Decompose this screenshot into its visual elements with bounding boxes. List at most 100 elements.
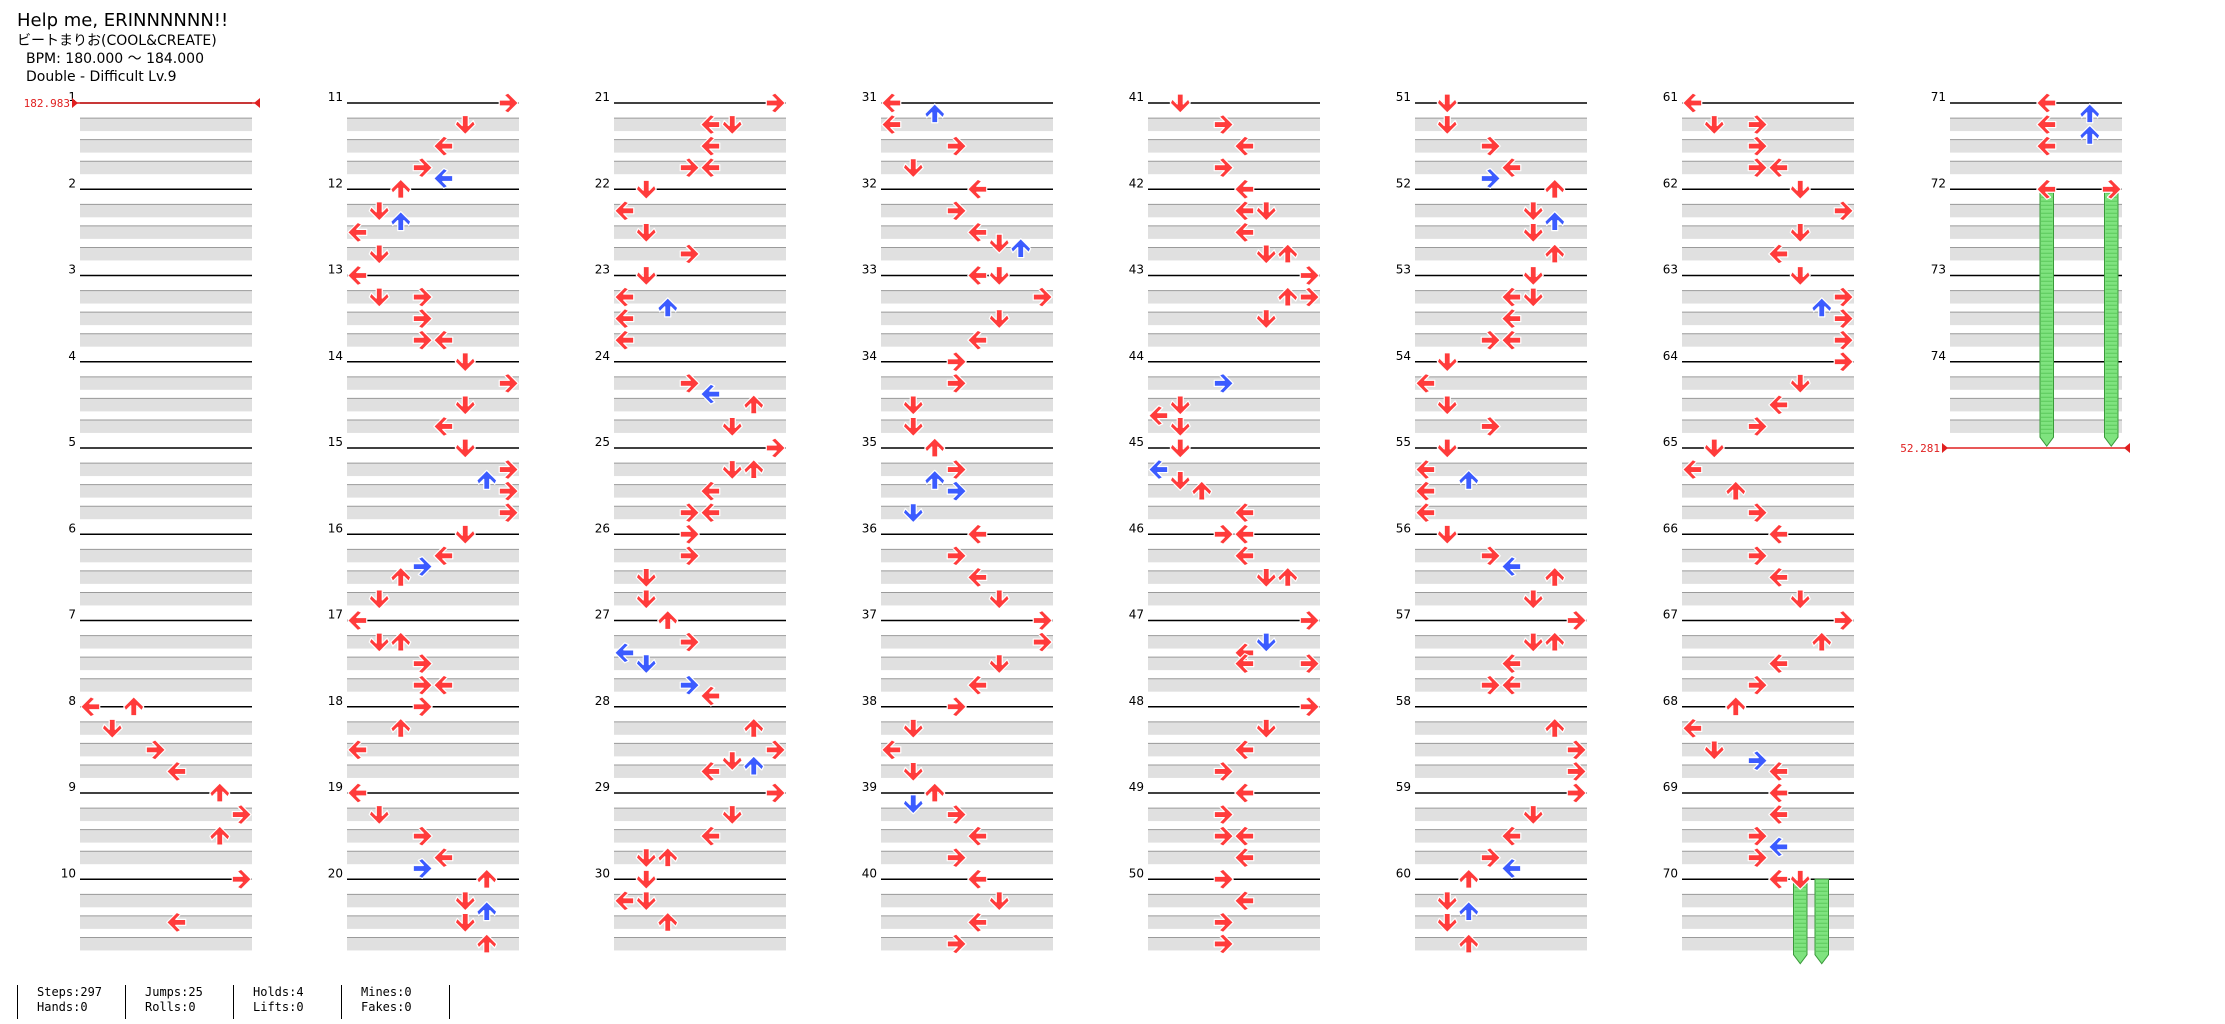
step-arrow [721, 459, 743, 481]
beat-band [1148, 764, 1320, 778]
beat-band [80, 398, 252, 412]
beat-band [1682, 118, 1854, 132]
step-arrow [1234, 825, 1255, 847]
measure-number: 63 [1663, 263, 1678, 277]
step-arrow [2036, 92, 2057, 114]
step-arrow [946, 372, 967, 394]
beat-band [1682, 743, 1854, 757]
beat-band [1682, 419, 1854, 433]
beat-band [1148, 463, 1320, 477]
measure-number: 18 [328, 694, 343, 708]
step-arrow [657, 297, 679, 318]
beat-band [80, 376, 252, 390]
step-arrow [1747, 825, 1768, 847]
beat-band [1415, 915, 1587, 929]
beat-band [1682, 139, 1854, 153]
beat-band [881, 333, 1053, 347]
beat-band [347, 743, 519, 757]
beat-band [614, 419, 786, 433]
step-arrow [1544, 243, 1566, 264]
beat-band [347, 657, 519, 671]
beat-band [881, 312, 1053, 326]
beat-band [1682, 937, 1854, 951]
measure-number: 52 [1396, 176, 1411, 190]
beat-band [347, 139, 519, 153]
step-arrow [368, 632, 390, 653]
step-arrow [614, 642, 635, 664]
step-arrow [368, 804, 390, 826]
beat-band [1682, 549, 1854, 563]
step-arrow [1213, 825, 1234, 847]
step-arrow [1522, 632, 1544, 653]
beat-band [347, 376, 519, 390]
bpm-marker: 182.983 [24, 97, 260, 110]
measure-number: 39 [862, 780, 877, 794]
step-arrow [967, 674, 988, 696]
beat-band [881, 161, 1053, 175]
beat-band [1148, 549, 1320, 563]
beat-band [1148, 808, 1320, 822]
step-arrow [347, 221, 368, 243]
step-arrow [498, 480, 519, 502]
step-arrow [635, 222, 657, 243]
beat-band [347, 915, 519, 929]
step-arrow [1789, 179, 1811, 200]
beat-band [347, 937, 519, 951]
step-arrow [412, 696, 433, 718]
step-arrow [1522, 201, 1544, 222]
step-arrow [924, 437, 946, 458]
measure-number: 51 [1396, 90, 1411, 104]
step-arrow [1169, 416, 1191, 438]
measure-number: 21 [595, 90, 610, 104]
measure-number: 22 [595, 176, 610, 190]
hold-note [2039, 188, 2054, 448]
bpm-marker-label: 52.281 [1900, 442, 1940, 455]
step-arrow [1436, 891, 1458, 912]
step-arrow [1169, 395, 1191, 416]
step-arrow [1299, 609, 1320, 632]
beat-band [1682, 829, 1854, 843]
step-arrow [1255, 632, 1277, 653]
measure-number: 32 [862, 176, 877, 190]
step-arrow [1234, 135, 1255, 157]
step-arrow [1703, 438, 1725, 459]
step-arrow [635, 891, 657, 912]
song-title: Help me, ERINNNNNN!! [17, 10, 229, 31]
beat-band [614, 657, 786, 671]
step-arrow [476, 469, 498, 490]
measure-number: 34 [862, 349, 877, 363]
measure-number: 54 [1396, 349, 1411, 363]
beat-band [1148, 894, 1320, 908]
step-arrow [1436, 114, 1458, 136]
step-arrow [1747, 135, 1768, 157]
beat-band [1682, 398, 1854, 412]
step-arrow [1169, 93, 1191, 114]
beat-band [614, 139, 786, 153]
step-arrow [1299, 264, 1320, 287]
step-arrow [1833, 609, 1854, 632]
beat-band [347, 463, 519, 477]
step-arrow [1213, 523, 1234, 545]
step-arrow [1566, 760, 1587, 783]
beat-band [1148, 118, 1320, 132]
stat-fakes: Fakes:0 [361, 1000, 412, 1014]
step-arrow [1522, 589, 1544, 610]
beat-band [881, 894, 1053, 908]
beat-band [1950, 225, 2122, 239]
beat-band [614, 635, 786, 649]
bpm-marker-label: 182.983 [24, 97, 70, 110]
step-arrow [1436, 395, 1458, 416]
step-arrow [743, 717, 765, 738]
measure-number: 3 [68, 263, 76, 277]
measure-number: 47 [1129, 608, 1144, 622]
step-arrow [967, 566, 988, 588]
step-arrow [1436, 93, 1458, 114]
step-arrow [1768, 868, 1789, 890]
beat-band [1682, 463, 1854, 477]
step-arrow [967, 221, 988, 243]
beat-band [80, 506, 252, 520]
step-arrow [1833, 308, 1854, 330]
step-arrow [635, 179, 657, 200]
beat-band [614, 204, 786, 218]
step-arrow [657, 609, 679, 631]
